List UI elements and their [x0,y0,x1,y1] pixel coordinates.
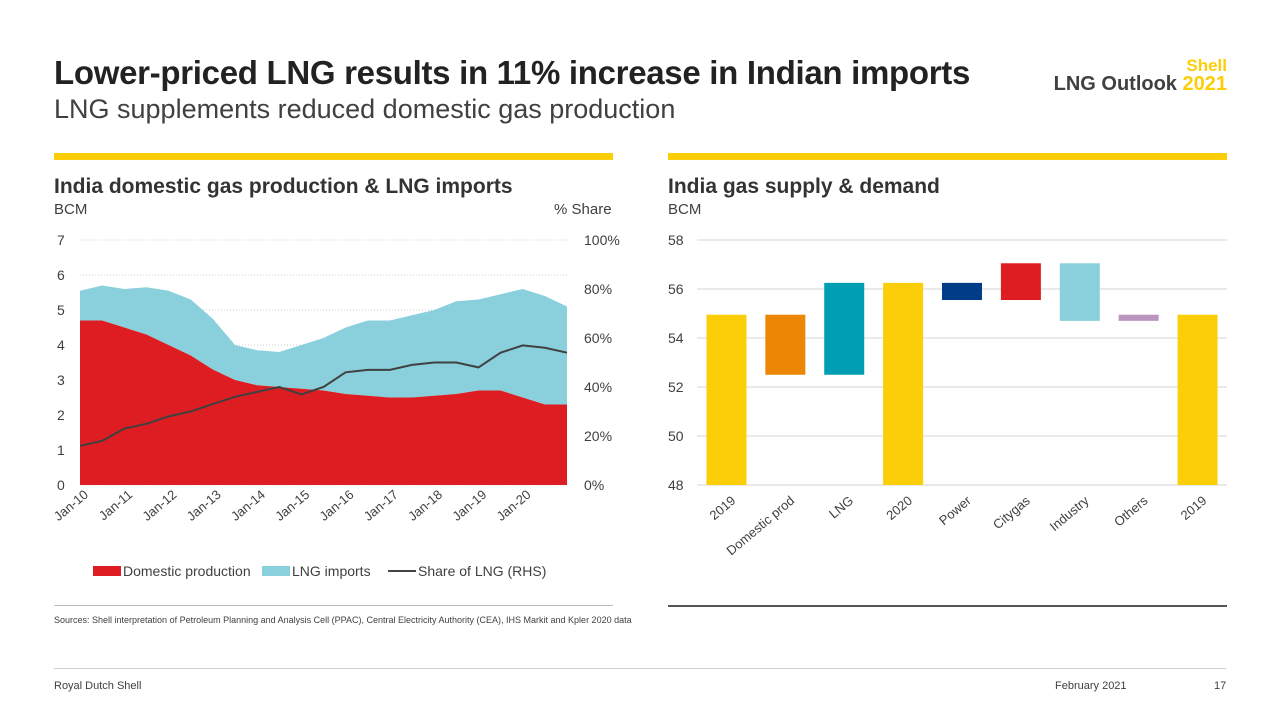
left-y-tick-label: 7 [57,232,65,248]
left-y2-tick-label: 20% [584,428,612,444]
waterfall-y-tick-label: 56 [668,281,684,297]
waterfall-x-tick-label: Power [936,492,974,528]
footer-company: Royal Dutch Shell [54,680,142,692]
left-panel-divider [54,605,613,606]
legend-label-share: Share of LNG (RHS) [418,563,547,579]
left-y-tick-label: 1 [57,442,65,458]
left-y-tick-label: 4 [57,337,65,353]
page-subtitle: LNG supplements reduced domestic gas pro… [54,94,676,124]
right-panel-accent-bar [668,153,1227,160]
left-y-tick-label: 0 [57,477,65,493]
left-y-tick-label: 3 [57,372,65,388]
left-x-tick-label: Jan-12 [139,487,179,524]
legend-label-lng: LNG imports [292,563,371,579]
legend-domestic: Domestic production [93,563,251,579]
right-chart-unit: BCM [668,201,702,218]
left-y2-tick-label: 100% [584,232,620,248]
footer-divider [54,668,1226,669]
brand-year: 2021 [1182,73,1228,95]
waterfall-y-tick-label: 48 [668,477,684,493]
legend-lng: LNG imports [262,563,371,579]
waterfall-bar [1000,263,1041,301]
lng-share-line [79,344,568,447]
brand-name: Shell [1186,56,1227,75]
left-x-tick-label: Jan-19 [449,487,489,524]
left-chart-right-unit: % Share [554,201,612,218]
left-y-tick-label: 2 [57,407,65,423]
page-number: 17 [1214,680,1227,692]
waterfall-bar [765,314,806,375]
left-y2-tick-label: 0% [584,477,604,493]
left-y2-tick-label: 40% [584,379,612,395]
waterfall-x-tick-label: Industry [1047,492,1092,534]
waterfall-x-tick-label: Citygas [990,492,1033,532]
waterfall-y-tick-label: 58 [668,232,684,248]
left-panel-accent-bar [54,153,613,160]
waterfall-bar [942,282,982,301]
page-title: Lower-priced LNG results in 11% increase… [54,54,971,91]
legend-swatch-domestic [93,566,121,576]
left-y2-tick-label: 80% [584,281,612,297]
left-x-tick-label: Jan-11 [96,487,135,523]
left-x-tick-label: Jan-18 [405,487,445,524]
left-x-tick-label: Jan-17 [361,487,401,524]
legend-swatch-share [388,570,416,572]
brand-publication-name: LNG Outlook [1053,73,1177,95]
waterfall-y-tick-label: 54 [668,330,684,346]
legend-swatch-lng [262,566,290,576]
left-x-tick-label: Jan-20 [494,487,534,524]
left-y2-tick-label: 60% [584,330,612,346]
left-chart-unit: BCM [54,201,88,218]
sources-note: Sources: Shell interpretation of Petrole… [54,615,632,625]
waterfall-bar [824,282,865,375]
waterfall-y-tick-label: 50 [668,428,684,444]
left-x-tick-label: Jan-15 [272,487,312,524]
right-panel-divider [668,605,1227,607]
waterfall-x-tick-label: 2019 [1178,493,1210,523]
legend-share: Share of LNG (RHS) [388,563,546,579]
waterfall-x-tick-label: 2019 [707,493,739,523]
brand-logo: Shell LNG Outlook 2021 [1054,57,1227,94]
domestic-production-area [80,320,567,485]
left-x-tick-label: Jan-13 [184,487,224,524]
waterfall-x-tick-label: Others [1111,492,1151,529]
waterfall-x-tick-label: LNG [826,493,856,522]
waterfall-bar [1177,314,1218,485]
waterfall-bar [883,282,924,485]
legend-label-domestic: Domestic production [123,563,251,579]
waterfall-y-tick-label: 52 [668,379,684,395]
waterfall-bar [1118,314,1159,321]
brand-publication: LNG Outlook 2021 [1054,74,1227,94]
lng-imports-area [80,285,567,405]
left-x-tick-label: Jan-14 [228,487,268,524]
left-chart-title: India domestic gas production & LNG impo… [54,175,513,198]
left-y-tick-label: 6 [57,267,65,283]
waterfall-bar [1059,263,1100,321]
left-y-tick-label: 5 [57,302,65,318]
footer-date: February 2021 [1055,680,1127,692]
right-chart-title: India gas supply & demand [668,175,940,198]
left-x-tick-label: Jan-16 [316,487,356,524]
waterfall-x-tick-label: 2020 [883,493,915,523]
waterfall-bar [706,314,747,485]
